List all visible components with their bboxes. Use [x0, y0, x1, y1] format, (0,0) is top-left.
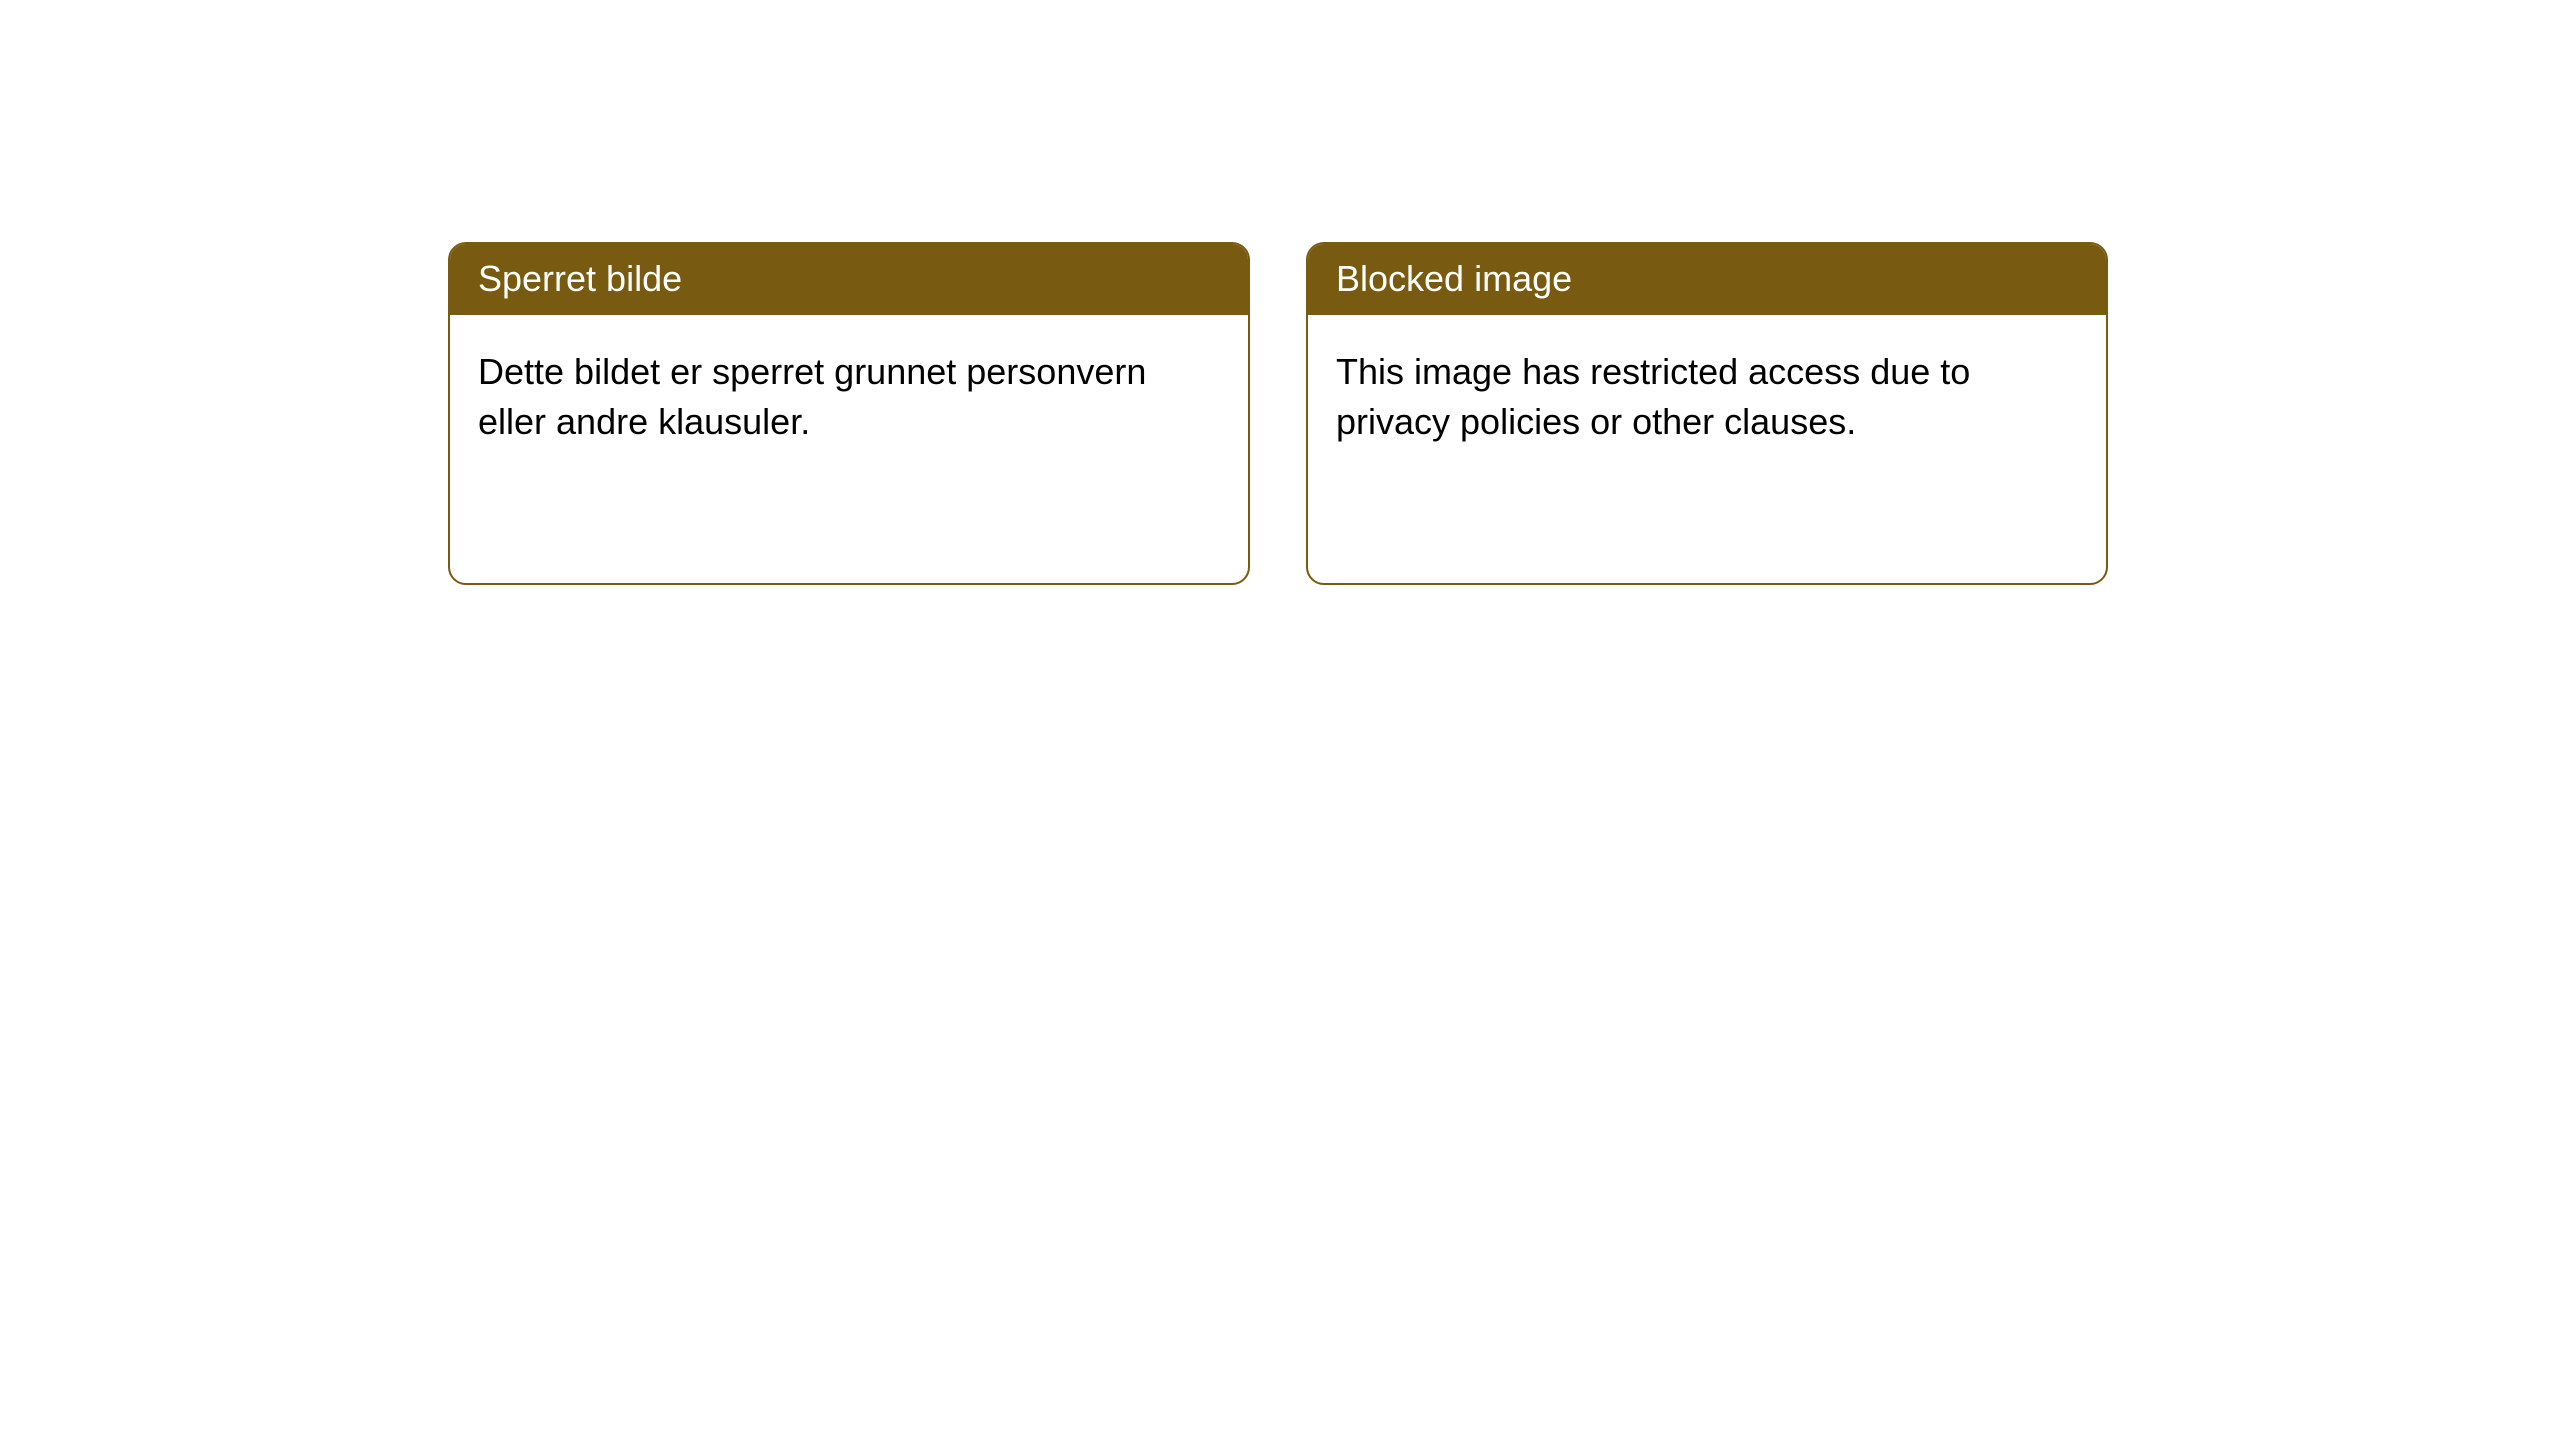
notice-card-norwegian: Sperret bilde Dette bildet er sperret gr… [448, 242, 1250, 585]
notice-title: Sperret bilde [450, 244, 1248, 315]
notice-container: Sperret bilde Dette bildet er sperret gr… [0, 0, 2560, 585]
notice-body: This image has restricted access due to … [1308, 315, 2106, 583]
notice-body: Dette bildet er sperret grunnet personve… [450, 315, 1248, 583]
notice-title: Blocked image [1308, 244, 2106, 315]
notice-card-english: Blocked image This image has restricted … [1306, 242, 2108, 585]
